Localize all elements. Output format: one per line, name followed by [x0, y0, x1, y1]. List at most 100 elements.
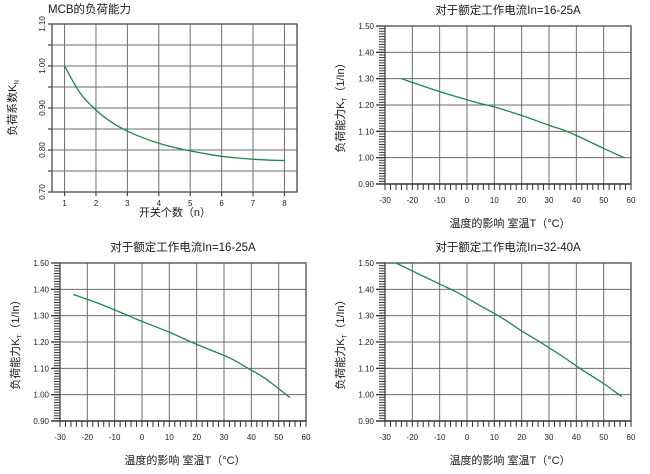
x-tick-label: 0 [465, 196, 470, 205]
x-tick-label: 5 [188, 199, 193, 208]
x-tick-label: 20 [517, 196, 526, 205]
x-tick-labels: -30 -20 -10 0 10 20 30 40 50 60 [379, 433, 636, 442]
x-tick-label: 6 [219, 199, 224, 208]
x-tick-label: 20 [517, 433, 526, 442]
y-tick-label: 0.80 [38, 142, 47, 158]
x-tick-label: 60 [627, 433, 636, 442]
x-tick-label: -20 [407, 196, 419, 205]
x-tick-label: 10 [490, 433, 499, 442]
y-tick-label: 1.30 [358, 75, 374, 84]
x-tick-label: 0 [465, 433, 470, 442]
chart-panel-kt-32-40a: -30 -20 -10 0 10 20 30 40 50 60 0.90 1.00 1.10 1.20 1.… [325, 237, 650, 474]
chart-mcb-load-capacity: 1 2 3 4 5 6 7 8 0.70 0.80 0.90 1.00 1.10MCB的负荷能力负荷系数… [5, 2, 298, 219]
y-tick-label: 1.00 [358, 154, 374, 163]
chart-title: MCB的负荷能力 [48, 2, 131, 16]
chart-title: 对于额定工作电流In=16-25A [110, 240, 256, 254]
x-tick-label: 40 [247, 433, 256, 442]
x-tick-label: -10 [434, 196, 446, 205]
y-tick-label: 1.50 [358, 22, 374, 31]
y-tick-labels: 0.90 1.00 1.10 1.20 1.30 1.40 1.50 [358, 259, 374, 426]
data-curve-Kt [73, 293, 291, 398]
x-tick-label: -10 [434, 433, 446, 442]
y-tick-label: 1.40 [358, 285, 374, 294]
data-curve-Kt [395, 262, 623, 398]
chart-title: 对于额定工作电流In=32-40A [435, 240, 581, 254]
chart-kt-32-40a: -30 -20 -10 0 10 20 30 40 50 60 0.90 1.00 1.10 1.20 1.… [333, 240, 636, 467]
y-tick-label: 1.50 [33, 259, 49, 268]
y-tick-label: 1.40 [33, 285, 49, 294]
y-tick-label: 0.90 [358, 417, 374, 426]
y-tick-label: 1.40 [358, 48, 374, 57]
chart-panel-kt-16-25a-top: -30 -20 -10 0 10 20 30 40 50 60 0.90 1.00 1.10 1.20 1.… [325, 0, 650, 237]
y-tick-label: 1.20 [358, 338, 374, 347]
x-tick-label: 10 [165, 433, 174, 442]
y-tick-label: 1.10 [358, 364, 374, 373]
minor-tick-marks [376, 25, 632, 190]
y-tick-label: 1.00 [38, 58, 47, 74]
x-tick-label: 30 [545, 433, 554, 442]
x-tick-label: 2 [94, 199, 99, 208]
x-tick-labels: -30 -20 -10 0 10 20 30 40 50 60 [379, 196, 636, 205]
x-tick-label: 40 [572, 196, 581, 205]
y-tick-label: 1.30 [358, 312, 374, 321]
data-curve-Kt [400, 78, 625, 159]
chart-kt-16-25a-bottom: -30 -20 -10 0 10 20 30 40 50 60 0.90 1.00 1.10 1.20 1.… [8, 240, 311, 467]
x-axis-label: 温度的影响 室温T（°C） [449, 453, 570, 467]
x-tick-label: 1 [62, 199, 67, 208]
chart-title: 对于额定工作电流In=16-25A [435, 3, 581, 17]
x-tick-label: -30 [54, 433, 66, 442]
x-tick-label: -20 [82, 433, 94, 442]
y-tick-label: 1.10 [358, 127, 374, 136]
chart-kt-16-25a-top: -30 -20 -10 0 10 20 30 40 50 60 0.90 1.00 1.10 1.20 1.… [333, 3, 636, 230]
y-tick-label: 0.90 [358, 180, 374, 189]
y-tick-label: 0.90 [33, 417, 49, 426]
y-tick-label: 1.10 [38, 16, 47, 32]
x-tick-label: 8 [282, 199, 287, 208]
x-tick-label: 40 [572, 433, 581, 442]
y-tick-label: 0.90 [38, 100, 47, 116]
minor-tick-marks [376, 262, 632, 427]
x-tick-label: 50 [599, 196, 608, 205]
y-tick-label: 1.50 [358, 259, 374, 268]
data-curve-Kn [63, 65, 286, 162]
x-tick-label: -30 [379, 196, 391, 205]
y-axis-label: 负荷能力KT（1/In） [8, 294, 24, 389]
x-tick-label: 50 [274, 433, 283, 442]
x-tick-label: 30 [545, 196, 554, 205]
x-tick-label: 50 [599, 433, 608, 442]
y-tick-label: 1.00 [33, 391, 49, 400]
y-axis-label: 负荷能力KT（1/In） [333, 57, 349, 152]
x-tick-label: -30 [379, 433, 391, 442]
x-tick-label: 0 [140, 433, 145, 442]
chart-panel-kt-16-25a-bottom: -30 -20 -10 0 10 20 30 40 50 60 0.90 1.00 1.10 1.20 1.… [0, 237, 325, 474]
x-tick-labels: -30 -20 -10 0 10 20 30 40 50 60 [54, 433, 311, 442]
x-tick-label: 60 [302, 433, 311, 442]
x-tick-label: 3 [125, 199, 130, 208]
y-tick-label: 1.10 [33, 364, 49, 373]
y-tick-label: 1.20 [33, 338, 49, 347]
x-tick-label: 60 [627, 196, 636, 205]
y-axis-label: 负荷能力KT（1/In） [333, 294, 349, 389]
x-axis-label: 温度的影响 室温T（°C） [124, 453, 245, 467]
x-tick-label: 30 [220, 433, 229, 442]
x-tick-labels: 1 2 3 4 5 6 7 8 [62, 199, 287, 208]
y-tick-labels: 0.90 1.00 1.10 1.20 1.30 1.40 1.50 [33, 259, 49, 426]
axis-tick-marks [48, 23, 286, 196]
y-tick-label: 1.00 [358, 391, 374, 400]
y-tick-label: 0.70 [38, 184, 47, 200]
minor-tick-marks [51, 262, 307, 427]
x-tick-label: 20 [192, 433, 201, 442]
x-tick-label: 7 [251, 199, 256, 208]
y-tick-labels: 0.70 0.80 0.90 1.00 1.10 [38, 16, 47, 200]
x-tick-label: -20 [407, 433, 419, 442]
y-axis-label: 负荷系数KN [5, 80, 21, 136]
x-tick-label: 10 [490, 196, 499, 205]
y-tick-label: 1.20 [358, 101, 374, 110]
x-axis-label: 开关个数（n） [139, 205, 211, 219]
y-tick-label: 1.30 [33, 312, 49, 321]
y-tick-labels: 0.90 1.00 1.10 1.20 1.30 1.40 1.50 [358, 22, 374, 189]
x-tick-label: 4 [157, 199, 162, 208]
x-axis-label: 温度的影响 室温T（°C） [449, 216, 570, 230]
x-tick-label: -10 [109, 433, 121, 442]
